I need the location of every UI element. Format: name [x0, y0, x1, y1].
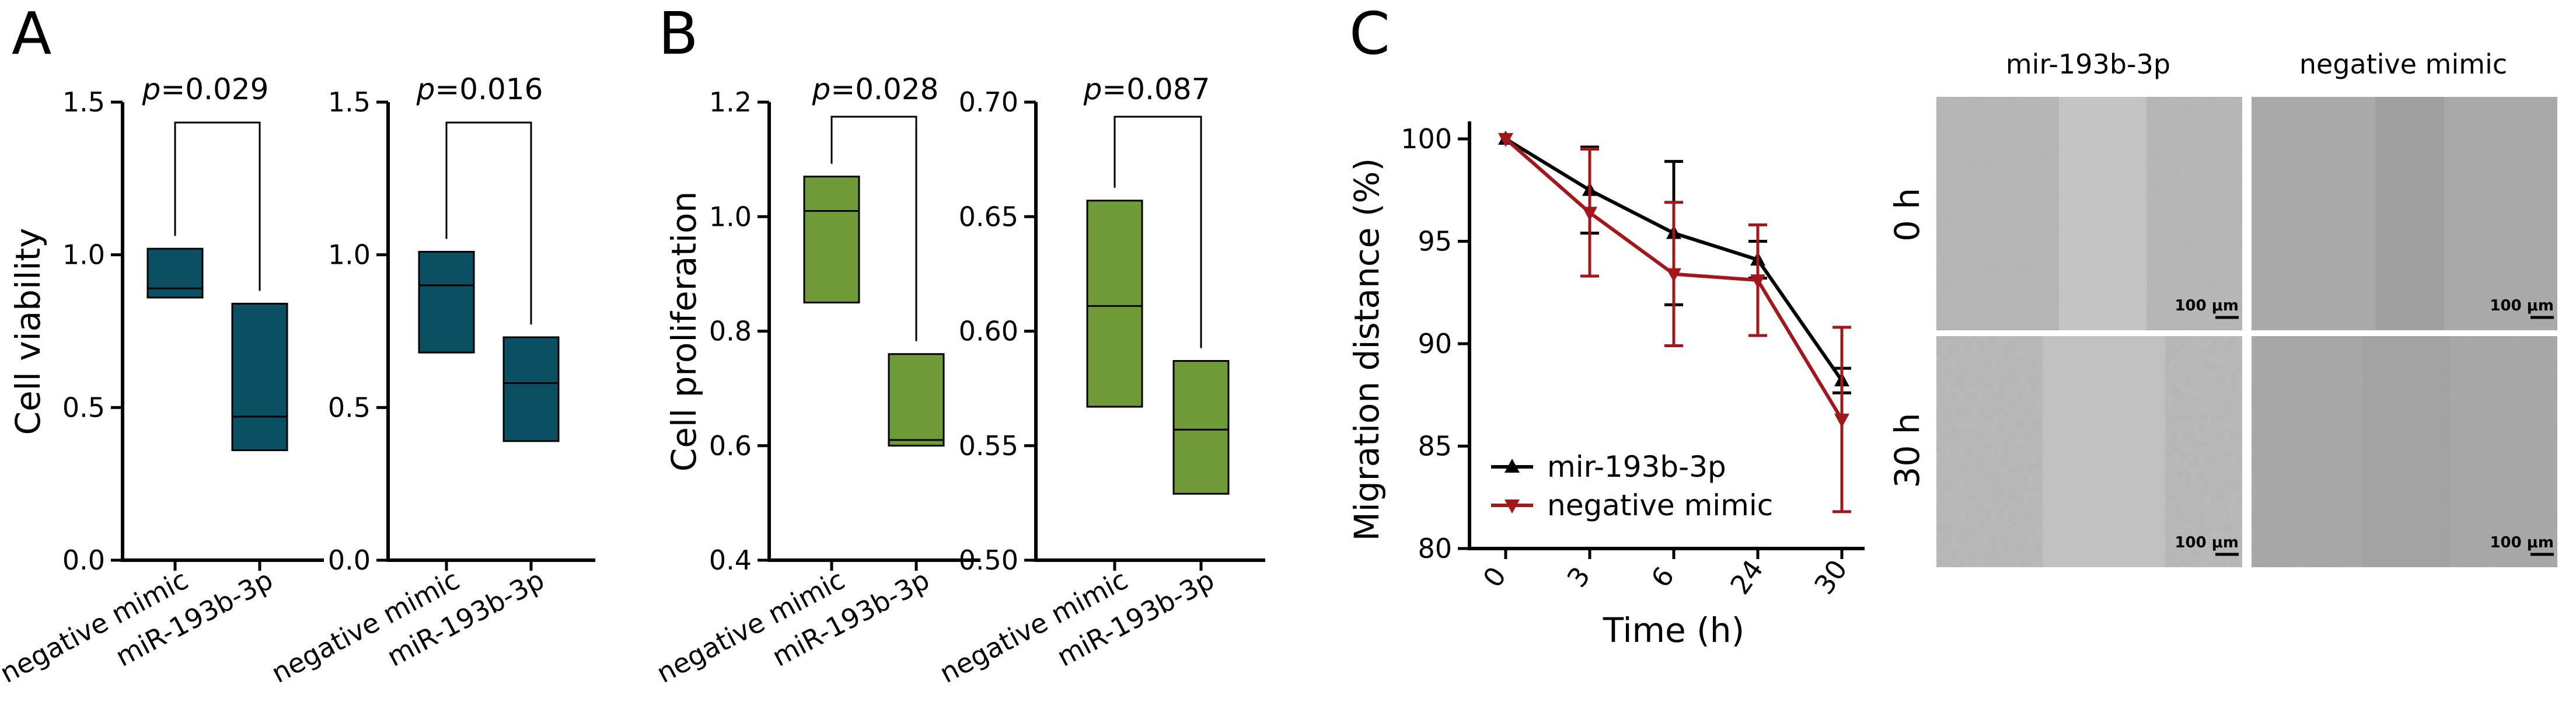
box-mir-193b-3p	[502, 336, 560, 442]
legend-label: negative mimic	[1547, 488, 1773, 522]
x-tick-label: 24	[1724, 554, 1769, 600]
legend-label: mir-193b-3p	[1547, 450, 1726, 484]
x-tick-label: 0	[1477, 561, 1512, 593]
y-tick-label: 1.5	[62, 86, 105, 118]
y-tick-label: 0.50	[959, 544, 1018, 576]
y-tick-label: 0.0	[328, 544, 371, 576]
data-point	[1666, 268, 1681, 282]
y-tick-label: 0.5	[328, 392, 371, 423]
box-negative-mimic	[1086, 200, 1143, 408]
scale-bar-label-2: 100 μm	[2490, 297, 2554, 315]
y-axis-label: Cell proliferation	[664, 191, 704, 472]
scale-bar-label-4: 100 μm	[2490, 534, 2554, 551]
y-tick-label: 1.0	[328, 239, 371, 271]
p-value-label: p=0.087	[1083, 72, 1210, 106]
box-mir-193b-3p	[231, 302, 288, 452]
x-tick-label: 30	[1808, 554, 1854, 600]
chart-c-migration-distance: 80 85 90 95 100 0 3 6 24 30 Migration distance (%)…	[1347, 121, 1865, 650]
y-tick-label: 0.65	[959, 201, 1018, 232]
y-tick-label: 100	[1401, 123, 1452, 155]
box-negative-mimic	[418, 250, 475, 354]
p-value-label: p=0.028	[812, 72, 939, 106]
panel-label-a: A	[12, 0, 51, 68]
x-tick-label: 6	[1645, 561, 1680, 593]
y-tick-label: 0.0	[62, 544, 105, 576]
micrograph-negative-0h: 100 μm	[2252, 97, 2557, 330]
y-tick-label: 1.0	[62, 239, 105, 271]
y-tick-label: 1.5	[328, 86, 371, 118]
micro-row-label-0h: 0 h	[1887, 188, 1927, 242]
micro-row-label-30h: 30 h	[1887, 413, 1927, 488]
x-axis-label: Time (h)	[1603, 610, 1744, 650]
data-point	[1582, 207, 1597, 221]
micrograph-mir-30h: 100 μm	[1936, 336, 2242, 567]
y-tick-label: 0.60	[959, 316, 1018, 347]
y-tick-label: 0.6	[709, 430, 752, 462]
data-point	[1498, 133, 1513, 147]
micro-col-label-negative: negative mimic	[2299, 48, 2507, 80]
y-tick-label: 0.55	[959, 430, 1018, 462]
legend-marker	[1505, 459, 1520, 473]
y-tick-label: 0.8	[709, 316, 752, 347]
significance-bracket	[830, 116, 917, 341]
box-negative-mimic	[146, 247, 204, 299]
y-tick-label: 0.4	[709, 544, 752, 576]
significance-bracket	[445, 121, 532, 324]
y-tick-label: 80	[1418, 533, 1452, 564]
significance-bracket	[174, 121, 261, 291]
y-tick-label: 0.5	[62, 392, 105, 423]
p-value-label: p=0.016	[416, 72, 543, 106]
y-tick-label: 90	[1418, 328, 1452, 359]
scale-bar-label-1: 100 μm	[2174, 297, 2239, 315]
data-point	[1834, 413, 1849, 428]
panel-label-b: B	[658, 0, 699, 68]
scale-bar-label-3: 100 μm	[2174, 534, 2239, 551]
p-value-label: p=0.029	[142, 72, 269, 106]
micrograph-mir-0h: 100 μm	[1936, 97, 2242, 330]
box-negative-mimic	[803, 176, 860, 303]
wound-healing-micrographs: mir-193b-3p negative mimic 0 h 30 h 100 …	[1887, 48, 2557, 567]
y-tick-label: 0.70	[959, 86, 1018, 118]
micro-col-label-mir: mir-193b-3p	[2006, 48, 2170, 80]
y-axis-label: Migration distance (%)	[1347, 158, 1387, 541]
data-point	[1750, 274, 1765, 289]
y-tick-label: 85	[1418, 431, 1452, 462]
box-mir-193b-3p	[888, 353, 945, 447]
y-axis-label: Cell viability	[8, 228, 48, 435]
y-tick-label: 1.2	[709, 86, 752, 118]
box-mir-193b-3p	[1172, 360, 1230, 495]
y-tick-label: 95	[1418, 226, 1452, 257]
x-tick-label: 3	[1561, 561, 1596, 593]
panel-label-c: C	[1349, 0, 1390, 68]
legend-marker	[1505, 500, 1520, 514]
micrograph-negative-30h: 100 μm	[2252, 336, 2557, 567]
significance-bracket	[1114, 116, 1202, 348]
y-tick-label: 1.0	[709, 201, 752, 232]
